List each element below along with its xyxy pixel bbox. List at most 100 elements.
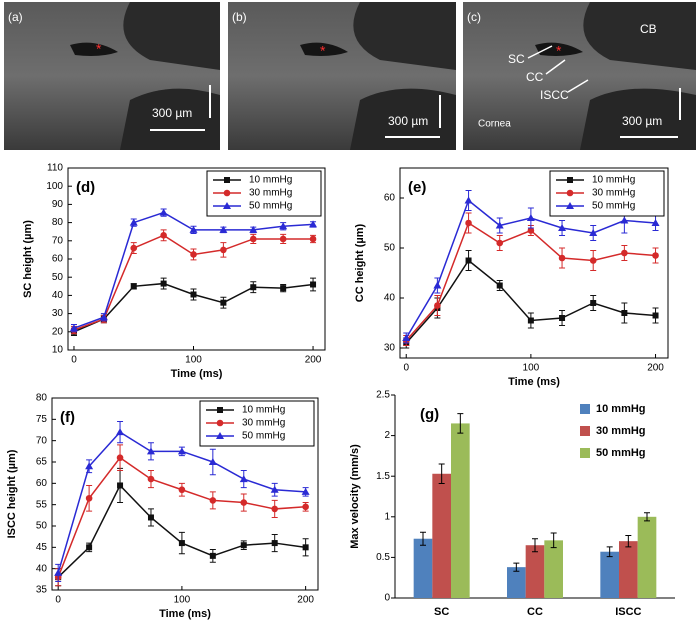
error-bar [644, 512, 650, 522]
y-axis-title: Max velocity (mm/s) [349, 444, 361, 549]
y-tick-label: 30 [384, 343, 396, 354]
annotation: Cornea [478, 119, 511, 130]
data-point [433, 281, 442, 289]
oct-image-b: (b) * 300 µm [228, 2, 456, 150]
data-point [147, 514, 154, 521]
series-line [57, 484, 306, 578]
legend-marker [567, 177, 573, 183]
y-tick-label: 75 [36, 414, 48, 425]
data-point [559, 315, 566, 321]
annotation: SC [508, 52, 525, 66]
data-point [209, 552, 216, 559]
panel-label: (a) [8, 10, 23, 24]
y-tick-label: 55 [36, 499, 48, 510]
panel-label: (g) [420, 406, 439, 423]
data-point [239, 475, 248, 483]
data-point [496, 282, 503, 289]
data-point [209, 497, 217, 504]
data-point [280, 285, 287, 292]
data-point [652, 252, 659, 259]
data-point [271, 505, 278, 513]
data-point [526, 214, 535, 221]
y-axis-title: CC height (µm) [354, 223, 366, 302]
x-axis-title: Time (ms) [171, 368, 223, 380]
data-point [130, 283, 137, 290]
legend-label: 50 mmHg [592, 201, 635, 212]
data-point [310, 281, 317, 288]
x-tick-label: 100 [174, 595, 191, 606]
data-point [309, 235, 317, 243]
bar [637, 516, 657, 598]
data-point [527, 317, 534, 324]
legend-marker [223, 189, 231, 197]
data-point [116, 428, 125, 436]
error-bar [625, 534, 632, 548]
data-point [279, 235, 287, 243]
y-tick-label: 80 [52, 217, 64, 228]
error-bar [457, 413, 464, 434]
legend-swatch [580, 404, 590, 414]
legend-label: 30 mmHg [596, 425, 646, 437]
annotation: ISCC [540, 88, 569, 102]
y-tick-label: 80 [36, 393, 48, 404]
asterisk: * [320, 43, 326, 59]
bar [600, 551, 619, 598]
scale-bar-label: 300 µm [622, 114, 662, 128]
data-point [279, 222, 288, 230]
data-point [589, 257, 597, 264]
panel-label: (d) [76, 179, 95, 196]
panel-label: (e) [408, 179, 426, 196]
panel-label: (c) [467, 10, 481, 24]
data-point [240, 499, 248, 506]
oct-image-a: (a) * 300 µm [4, 2, 220, 150]
x-tick-label: 200 [297, 595, 314, 606]
legend-label: 50 mmHg [249, 201, 292, 212]
y-tick-label: 1 [384, 511, 390, 522]
y-tick-label: 40 [52, 290, 64, 301]
bar [451, 423, 470, 598]
data-point [651, 219, 660, 226]
y-tick-label: 0.5 [376, 552, 390, 563]
data-point [652, 312, 659, 319]
y-tick-label: 60 [384, 193, 396, 204]
annotation: CB [640, 22, 657, 36]
y-tick-label: 0 [384, 593, 390, 604]
data-point [190, 251, 197, 258]
x-tick-label: 200 [647, 363, 664, 374]
data-point [54, 568, 63, 576]
series-line [57, 456, 306, 578]
data-point [220, 299, 227, 306]
y-tick-label: 2.5 [376, 390, 390, 401]
plot-frame [51, 397, 319, 591]
data-point [434, 302, 441, 309]
data-point [69, 324, 78, 332]
legend-marker [224, 177, 230, 183]
legend-label: 50 mmHg [596, 447, 646, 459]
data-point [495, 221, 504, 229]
y-tick-label: 60 [52, 254, 64, 265]
data-point [219, 225, 228, 233]
data-point [621, 249, 628, 257]
legend-label: 10 mmHg [592, 175, 635, 186]
scale-bar-label: 300 µm [388, 114, 428, 128]
data-point [99, 313, 108, 321]
data-point [590, 300, 597, 306]
x-tick-label: 200 [305, 355, 322, 366]
x-tick-label: 0 [71, 355, 77, 366]
y-tick-label: 65 [36, 457, 48, 468]
data-point [147, 475, 155, 483]
data-point [85, 494, 93, 502]
data-point [309, 220, 318, 228]
error-bar [420, 531, 426, 546]
data-point [130, 244, 138, 252]
legend-label: 10 mmHg [249, 175, 292, 186]
y-tick-label: 2 [384, 430, 390, 441]
legend-label: 10 mmHg [596, 403, 646, 415]
legend-label: 30 mmHg [592, 188, 635, 199]
data-point [159, 208, 168, 216]
data-point [589, 229, 598, 236]
plot-frame [399, 167, 669, 359]
error-bar [438, 463, 445, 485]
data-point [464, 196, 473, 204]
